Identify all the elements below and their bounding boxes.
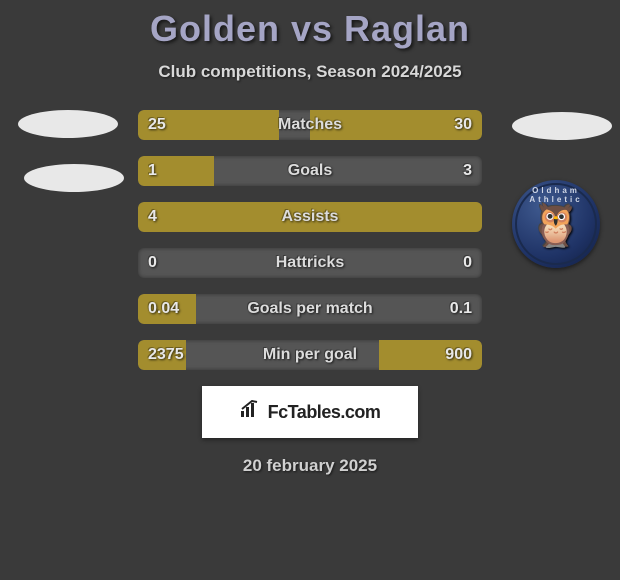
team-left-logo	[18, 110, 108, 200]
stat-value-right: 900	[445, 340, 472, 370]
stat-label: Goals	[138, 156, 482, 186]
ellipse-shape	[18, 110, 118, 138]
stat-label: Assists	[138, 202, 482, 232]
stat-row: 25Matches30	[138, 110, 482, 140]
bars-list: 25Matches30 1Goals3 4Assists 0Hattricks0 0.0…	[138, 110, 482, 370]
stat-row: 4Assists	[138, 202, 482, 232]
stat-label: Min per goal	[138, 340, 482, 370]
stat-row: 1Goals3	[138, 156, 482, 186]
subtitle: Club competitions, Season 2024/2025	[0, 62, 620, 82]
stat-label: Hattricks	[138, 248, 482, 278]
page-title: Golden vs Raglan	[0, 0, 620, 50]
ellipse-shape	[24, 164, 124, 192]
stat-label: Goals per match	[138, 294, 482, 324]
stat-value-right: 3	[463, 156, 472, 186]
stat-value-right: 0.1	[450, 294, 472, 324]
team-right-logo: Oldham Athletic 🦉	[512, 110, 602, 200]
ellipse-shape	[512, 112, 612, 140]
stat-value-right: 0	[463, 248, 472, 278]
stat-row: 0Hattricks0	[138, 248, 482, 278]
stat-row: 0.04Goals per match0.1	[138, 294, 482, 324]
date-line: 20 february 2025	[0, 456, 620, 476]
stat-value-right: 30	[454, 110, 472, 140]
brand-text: FcTables.com	[268, 402, 381, 423]
stat-label: Matches	[138, 110, 482, 140]
stats-container: Oldham Athletic 🦉 25Matches30 1Goals3 4Ass…	[0, 110, 620, 370]
club-badge: Oldham Athletic 🦉	[512, 180, 600, 268]
stat-row: 2375Min per goal900	[138, 340, 482, 370]
chart-icon	[240, 400, 262, 424]
owl-icon: 🦉	[530, 201, 582, 250]
brand-footer[interactable]: FcTables.com	[202, 386, 418, 438]
